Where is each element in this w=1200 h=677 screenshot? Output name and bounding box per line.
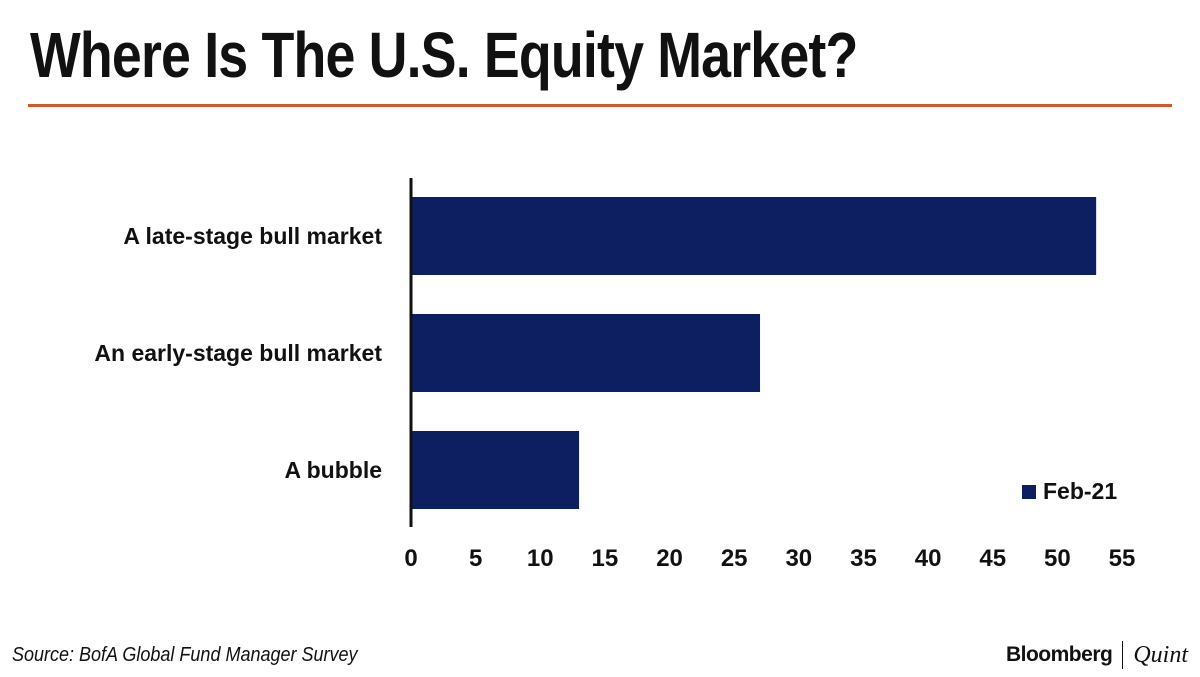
chart-title: Where Is The U.S. Equity Market? [30,19,858,91]
bar-2 [411,314,761,392]
brand-logo: Bloomberg Quint [1006,640,1188,670]
brand-name: Bloomberg [1005,643,1113,666]
source-note: Source: BofA Global Fund Manager Survey [12,644,358,666]
legend-swatch [1022,485,1036,499]
bars-group [411,197,1097,509]
title-rule [28,104,1172,107]
legend-label: Feb-21 [1043,478,1117,504]
category-label-1: A late-stage bull market [123,223,382,249]
x-tick-30: 30 [785,545,812,572]
x-tick-25: 25 [721,545,748,572]
category-label-2: An early-stage bull market [94,340,382,366]
legend: Feb-21 [1022,478,1117,504]
x-tick-55: 55 [1109,545,1136,572]
category-label-3: A bubble [284,457,382,483]
x-tick-0: 0 [404,545,417,572]
x-tick-labels: 0 5 10 15 20 25 30 35 40 45 50 55 [404,545,1135,572]
x-tick-50: 50 [1044,545,1071,572]
x-tick-40: 40 [915,545,942,572]
bar-3 [411,431,580,509]
x-tick-45: 45 [979,545,1006,572]
x-tick-15: 15 [592,545,619,572]
x-tick-35: 35 [850,545,877,572]
x-tick-20: 20 [656,545,683,572]
x-tick-10: 10 [527,545,554,572]
x-tick-5: 5 [469,545,482,572]
category-labels: A late-stage bull market An early-stage b… [94,223,382,483]
bar-1 [411,197,1097,275]
brand-partner: Quint [1133,641,1188,668]
brand-divider [1122,641,1124,669]
